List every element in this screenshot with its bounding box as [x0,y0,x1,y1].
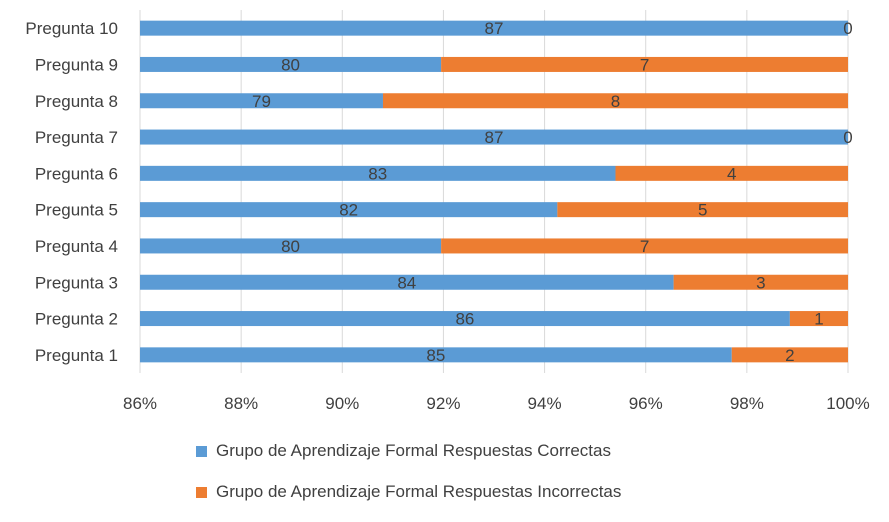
legend: Grupo de Aprendizaje Formal Respuestas C… [196,440,621,522]
bar-correctas [140,347,732,363]
data-label-correctas: 87 [485,19,504,38]
category-label: Pregunta 5 [35,201,118,220]
data-label-incorrectas: 2 [785,346,794,365]
bar-incorrectas [441,56,848,72]
category-label: Pregunta 6 [35,164,118,183]
x-tick-label: 96% [629,394,663,413]
category-label: Pregunta 4 [35,237,118,256]
category-label: Pregunta 1 [35,346,118,365]
category-label: Pregunta 3 [35,273,118,292]
bar-correctas [140,274,674,290]
data-label-incorrectas: 5 [698,201,707,220]
x-tick-label: 98% [730,394,764,413]
bar-chart: 86% 88% 90% 92% 94% 96% 98% 100%Pregunta 10 87 0P… [25,10,870,413]
category-label: Pregunta 2 [35,310,118,329]
data-label-incorrectas: 0 [843,19,852,38]
x-tick-label: 86% [123,394,157,413]
data-label-correctas: 87 [485,128,504,147]
legend-swatch-correctas [196,445,207,457]
x-tick-label: 90% [325,394,359,413]
bar-correctas [140,20,848,36]
bar-correctas [140,202,558,218]
category-label: Pregunta 8 [35,92,118,111]
x-tick-label: 92% [426,394,460,413]
bar-incorrectas [673,274,848,290]
bar-incorrectas [382,93,848,109]
data-label-incorrectas: 3 [756,273,765,292]
data-label-incorrectas: 7 [640,55,649,74]
bar-correctas [140,56,442,72]
legend-item-incorrectas: Grupo de Aprendizaje Formal Respuestas I… [196,481,621,503]
bar-incorrectas [615,165,848,181]
legend-label-incorrectas: Grupo de Aprendizaje Formal Respuestas I… [216,482,622,501]
legend-item-correctas: Grupo de Aprendizaje Formal Respuestas C… [196,440,621,462]
category-label: Pregunta 10 [25,19,118,38]
data-label-correctas: 79 [252,92,271,111]
legend-swatch-incorrectas [196,486,207,498]
bar-incorrectas [441,238,848,254]
bar-incorrectas [731,347,848,363]
bar-correctas [140,93,383,109]
data-label-correctas: 84 [397,273,416,292]
data-label-incorrectas: 0 [843,128,852,147]
data-label-correctas: 80 [281,55,300,74]
bar-correctas [140,311,790,327]
x-tick-label: 100% [826,394,869,413]
bar-incorrectas [557,202,848,218]
x-tick-label: 94% [528,394,562,413]
bar-correctas [140,129,848,145]
bar-correctas [140,165,616,181]
bar-correctas [140,238,442,254]
data-label-correctas: 80 [281,237,300,256]
data-label-correctas: 85 [426,346,445,365]
category-label: Pregunta 9 [35,55,118,74]
data-label-incorrectas: 4 [727,164,736,183]
bar-incorrectas [789,311,848,327]
category-label: Pregunta 7 [35,128,118,147]
x-tick-label: 88% [224,394,258,413]
legend-label-correctas: Grupo de Aprendizaje Formal Respuestas C… [216,441,611,460]
data-label-correctas: 83 [368,164,387,183]
data-label-correctas: 82 [339,201,358,220]
data-label-incorrectas: 7 [640,237,649,256]
data-label-correctas: 86 [455,310,474,329]
data-label-incorrectas: 1 [814,310,823,329]
data-label-incorrectas: 8 [611,92,620,111]
